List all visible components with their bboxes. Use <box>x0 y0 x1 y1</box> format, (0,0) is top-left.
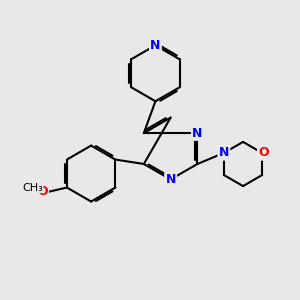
Text: N: N <box>165 173 176 186</box>
Text: N: N <box>219 146 229 159</box>
Text: O: O <box>258 146 269 159</box>
Text: N: N <box>150 39 161 52</box>
Text: CH₃: CH₃ <box>22 182 43 193</box>
Text: N: N <box>192 127 203 140</box>
Text: O: O <box>37 185 48 199</box>
